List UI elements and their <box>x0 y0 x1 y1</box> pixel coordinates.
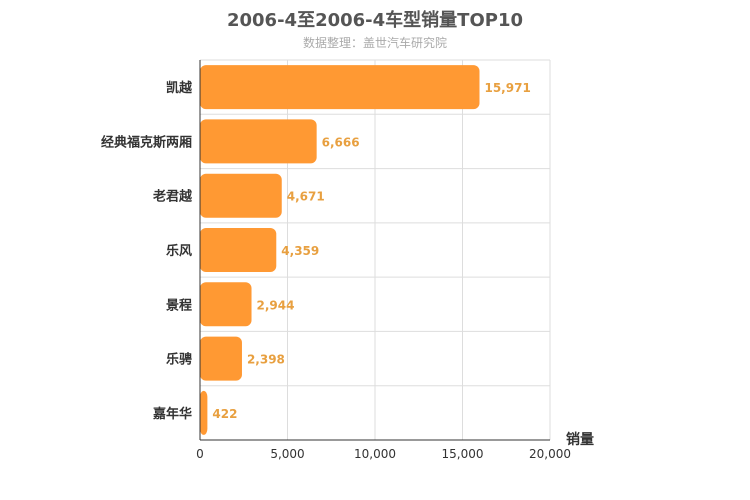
category-label: 乐骋 <box>166 352 192 368</box>
x-axis-title: 销量 <box>566 431 594 448</box>
x-tick-label: 15,000 <box>442 447 484 461</box>
bar-2 <box>200 173 282 218</box>
data-label: 422 <box>212 407 237 421</box>
category-label: 凯越 <box>166 80 193 96</box>
category-label: 嘉年华 <box>152 406 192 422</box>
data-label: 2,944 <box>257 298 295 312</box>
data-label: 6,666 <box>322 135 360 149</box>
chart-title: 2006-4至2006-4车型销量TOP10 <box>226 10 523 31</box>
labels: 0 5,000 10,000 15,000 20,000 凯越 15,971 经典福克斯两厢 6… <box>101 80 571 461</box>
chart-subtitle: 数据整理：盖世汽车研究院 <box>302 36 447 50</box>
data-label: 4,359 <box>281 244 319 258</box>
category-label: 乐风 <box>166 243 192 259</box>
data-label: 15,971 <box>484 81 530 95</box>
bar-6 <box>200 390 208 435</box>
grid-lines <box>200 59 551 440</box>
category-label: 经典福克斯两厢 <box>101 134 192 150</box>
data-label: 4,671 <box>287 190 325 204</box>
x-tick-label: 10,000 <box>354 447 396 461</box>
bar-1 <box>200 119 317 164</box>
category-label: 景程 <box>166 298 192 313</box>
data-label: 2,398 <box>247 353 285 367</box>
bar-4 <box>200 282 252 327</box>
bar-3 <box>200 228 277 272</box>
x-tick-label: 0 <box>196 447 204 461</box>
bar-5 <box>200 336 242 381</box>
x-tick-label: 20,000 <box>529 447 571 461</box>
category-label: 老君越 <box>152 189 193 205</box>
bar-0 <box>200 65 480 110</box>
bars <box>200 65 480 435</box>
x-tick-label: 5,000 <box>270 447 304 461</box>
